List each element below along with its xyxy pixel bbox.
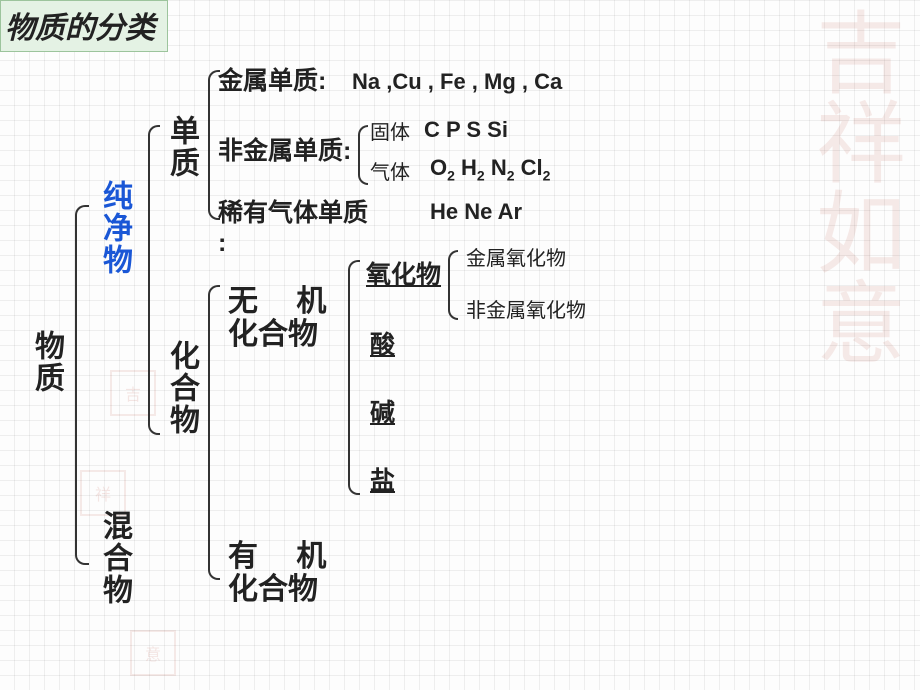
bracket-inorganic [348,260,360,495]
node-organic-1: 有 机 [228,540,326,573]
link-oxide[interactable]: 氧化物 [366,262,441,290]
node-inorganic-1: 无 机 [228,285,326,318]
bracket-nonmetal [358,125,368,185]
node-compound: 化合物 [165,340,198,436]
link-acid[interactable]: 酸 [370,332,395,360]
examples-metal: Na ,Cu , Fe , Mg , Ca [352,70,562,94]
watermark: 吉祥如意 [786,6,916,366]
label-gas: 气体 [370,162,410,184]
label-solid: 固体 [370,122,410,144]
page-title: 物质的分类 [0,0,168,52]
label-noble-gas-colon: : [218,230,226,258]
node-root: 物质 [30,330,63,394]
node-inorganic-2: 化合物 [228,318,318,351]
node-mixture: 混合物 [98,510,131,606]
bracket-root [75,205,89,565]
bracket-oxide [448,250,458,320]
bracket-pure [148,125,160,435]
seal-stamp: 意 [130,630,176,676]
label-noble-gas: 稀有气体单质 [218,200,368,228]
label-metal-element: 金属单质: [218,68,326,96]
examples-gas: O2 H2 N2 Cl2 [430,156,550,184]
label-metal-oxide: 金属氧化物 [466,248,566,270]
link-salt[interactable]: 盐 [370,468,395,496]
label-nonmetal-oxide: 非金属氧化物 [466,300,586,322]
node-pure: 纯净物 [98,180,131,276]
link-base[interactable]: 碱 [370,400,395,428]
examples-noble-gas: He Ne Ar [430,200,522,224]
examples-solid: C P S Si [424,118,508,142]
bracket-compound [208,285,220,580]
node-element: 单质 [165,115,198,179]
label-nonmetal-element: 非金属单质: [218,138,351,166]
node-organic-2: 化合物 [228,573,318,606]
